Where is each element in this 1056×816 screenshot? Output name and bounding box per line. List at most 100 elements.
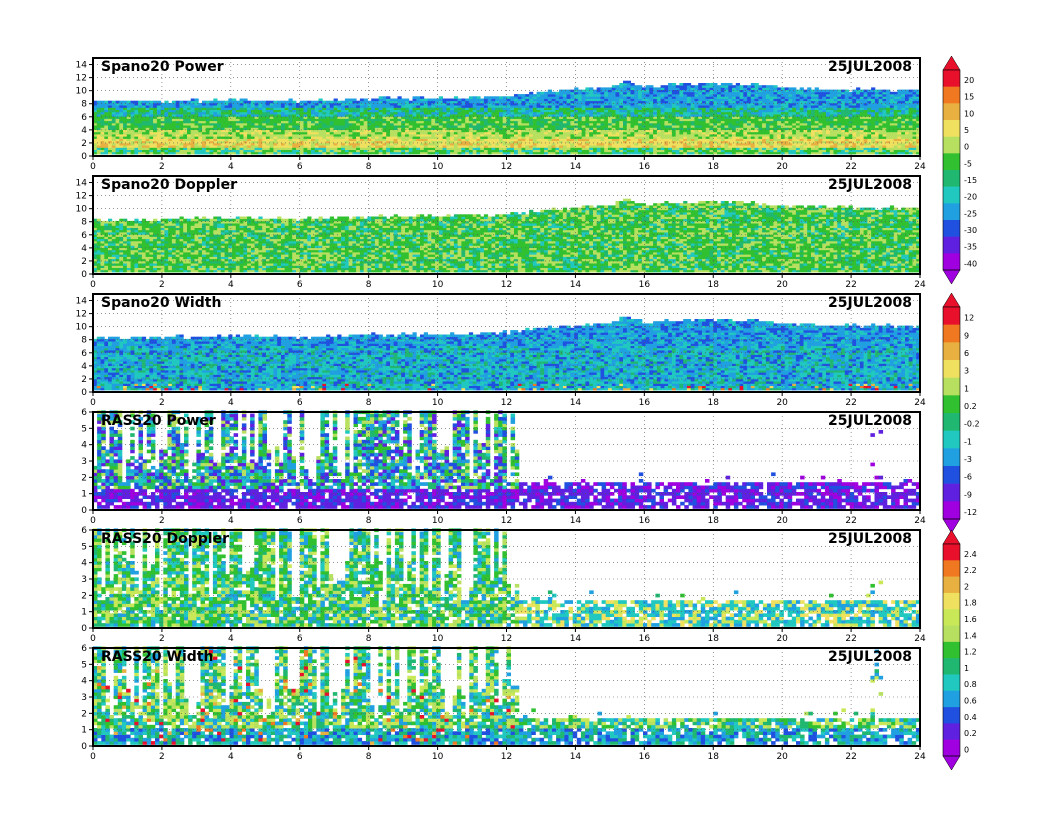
heatmap-cell	[465, 114, 469, 117]
heatmap-cell	[168, 103, 172, 106]
heatmap-cell	[435, 125, 439, 128]
heatmap-cell	[687, 105, 691, 108]
heatmap-cell	[668, 94, 672, 97]
heatmap-cell	[570, 136, 574, 139]
heatmap-cell	[315, 136, 319, 139]
heatmap-cell	[492, 125, 496, 128]
heatmap-cell	[695, 94, 699, 97]
heatmap-cell	[349, 125, 353, 128]
heatmap-cell	[567, 114, 571, 117]
heatmap-cell	[240, 125, 244, 128]
heatmap-cell	[289, 99, 293, 102]
heatmap-cell	[270, 125, 274, 128]
heatmap-cell	[401, 105, 405, 108]
heatmap-cell	[232, 99, 236, 102]
heatmap-cell	[247, 145, 251, 148]
heatmap-cell	[616, 105, 620, 108]
heatmap-cell	[191, 114, 195, 117]
heatmap-cell	[153, 145, 157, 148]
heatmap-cell	[300, 114, 304, 117]
heatmap-cell	[228, 145, 232, 148]
heatmap-cell	[146, 101, 150, 104]
heatmap-cell	[101, 125, 105, 128]
heatmap-cell	[597, 94, 601, 97]
heatmap-cell	[345, 105, 349, 108]
heatmap-cell	[642, 136, 646, 139]
heatmap-cell	[691, 125, 695, 128]
heatmap-cell	[548, 125, 552, 128]
heatmap-cell	[552, 94, 556, 97]
heatmap-cell	[367, 136, 371, 139]
heatmap-cell	[240, 105, 244, 108]
heatmap-cell	[649, 94, 653, 97]
heatmap-cell	[616, 85, 620, 88]
heatmap-cell	[322, 105, 326, 108]
heatmap-cell	[319, 145, 323, 148]
heatmap-cell	[676, 94, 680, 97]
heatmap-cell	[567, 125, 571, 128]
heatmap-cell	[540, 114, 544, 117]
heatmap-cell	[251, 136, 255, 139]
heatmap-cell	[127, 136, 131, 139]
heatmap-cell	[273, 136, 277, 139]
heatmap-cell	[202, 136, 206, 139]
heatmap-cell	[119, 105, 123, 108]
heatmap-cell	[522, 125, 526, 128]
heatmap-cell	[228, 114, 232, 117]
heatmap-cell	[375, 125, 379, 128]
heatmap-cell	[480, 99, 484, 102]
heatmap-cell	[142, 114, 146, 117]
heatmap-cell	[187, 101, 191, 104]
heatmap-cell	[443, 99, 447, 102]
heatmap-cell	[258, 105, 262, 108]
heatmap-cell	[138, 101, 142, 104]
heatmap-cell	[240, 145, 244, 148]
heatmap-cell	[431, 105, 435, 108]
heatmap-cell	[251, 125, 255, 128]
heatmap-cell	[398, 114, 402, 117]
heatmap-cell	[119, 145, 123, 148]
heatmap-cell	[401, 145, 405, 148]
heatmap-cell	[266, 125, 270, 128]
heatmap-cell	[104, 101, 108, 104]
heatmap-cell	[649, 136, 653, 139]
heatmap-cell	[653, 105, 657, 108]
heatmap-cell	[228, 136, 232, 139]
heatmap-cell	[142, 105, 146, 108]
heatmap-cell	[198, 105, 202, 108]
heatmap-cell	[401, 114, 405, 117]
heatmap-cell	[582, 145, 586, 148]
heatmap-cell	[706, 136, 710, 139]
heatmap-cell	[435, 136, 439, 139]
heatmap-cell	[195, 114, 199, 117]
heatmap-cell	[292, 136, 296, 139]
heatmap-cell	[676, 125, 680, 128]
heatmap-cell	[638, 114, 642, 117]
heatmap-cell	[360, 114, 364, 117]
heatmap-cell	[405, 136, 409, 139]
heatmap-cell	[221, 145, 225, 148]
heatmap-cell	[266, 136, 270, 139]
heatmap-cell	[612, 114, 616, 117]
heatmap-cell	[266, 114, 270, 117]
heatmap-cell	[743, 145, 747, 148]
heatmap-cell	[127, 145, 131, 148]
heatmap-cell	[518, 125, 522, 128]
heatmap-cell	[270, 136, 274, 139]
heatmap-cell	[134, 136, 138, 139]
heatmap-cell	[683, 125, 687, 128]
heatmap-cell	[206, 125, 210, 128]
heatmap-cell	[522, 94, 526, 97]
heatmap-cell	[116, 136, 120, 139]
heatmap-cell	[367, 105, 371, 108]
heatmap-cell	[349, 136, 353, 139]
heatmap-cell	[616, 114, 620, 117]
heatmap-cell	[379, 114, 383, 117]
heatmap-cell	[266, 105, 270, 108]
heatmap-cell	[161, 103, 165, 106]
heatmap-cell	[631, 125, 635, 128]
heatmap-cell	[480, 114, 484, 117]
heatmap-cell	[375, 99, 379, 102]
heatmap-cell	[289, 145, 293, 148]
heatmap-cell	[627, 105, 631, 108]
